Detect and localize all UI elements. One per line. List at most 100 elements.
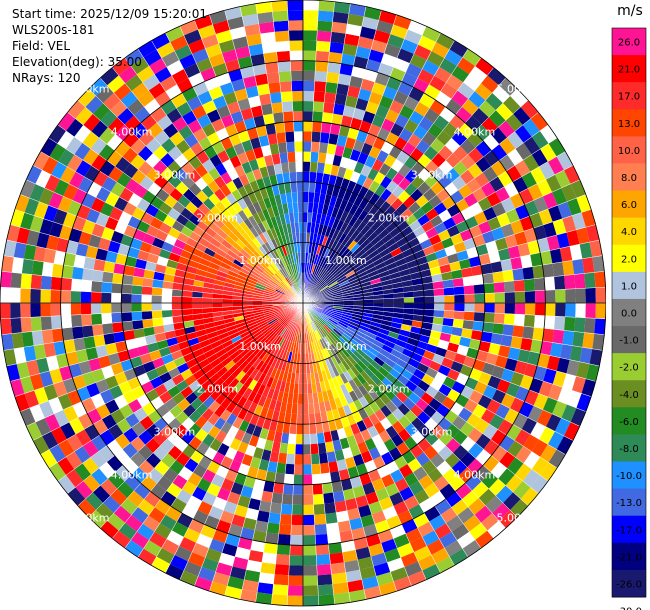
- range-gate: [467, 427, 483, 443]
- range-gate: [208, 425, 221, 439]
- range-gate: [307, 383, 313, 394]
- range-gate: [392, 252, 405, 262]
- range-gate: [234, 472, 247, 486]
- range-gate: [26, 359, 40, 377]
- colorbar-cell: [612, 353, 646, 381]
- range-gate: [335, 219, 345, 232]
- range-gate: [224, 469, 238, 483]
- range-gate: [491, 365, 505, 380]
- range-gate: [377, 212, 389, 225]
- range-gate: [372, 257, 384, 267]
- range-gate: [303, 373, 308, 384]
- range-gate: [253, 478, 266, 491]
- range-gate: [571, 376, 586, 394]
- range-gate: [46, 355, 60, 371]
- range-gate: [592, 255, 605, 273]
- range-gate: [380, 417, 393, 431]
- colorbar-tick-label: 2.0: [621, 254, 637, 265]
- range-gate: [292, 111, 303, 122]
- range-gate: [269, 420, 278, 432]
- ray-separator: [302, 302, 566, 455]
- range-gate: [215, 247, 227, 258]
- range-gate: [381, 53, 398, 68]
- range-gate: [208, 335, 220, 345]
- range-gate: [303, 595, 319, 606]
- range-gate: [523, 363, 538, 378]
- range-gate: [462, 276, 474, 287]
- colorbar-cell: [612, 434, 646, 463]
- range-gate: [233, 142, 246, 156]
- range-gate: [263, 269, 273, 278]
- range-gate: [284, 266, 291, 276]
- range-gate: [310, 309, 319, 318]
- range-gate: [39, 218, 54, 236]
- range-gate: [460, 138, 476, 155]
- range-gate: [178, 125, 193, 140]
- range-gate: [411, 277, 423, 286]
- range-gate: [252, 63, 267, 76]
- range-gate: [245, 149, 257, 162]
- range-gate: [453, 352, 467, 365]
- range-gate: [33, 344, 47, 360]
- range-gate: [234, 504, 249, 518]
- range-gate: [529, 377, 544, 394]
- range-gate: [237, 56, 253, 69]
- range-gate: [411, 417, 425, 431]
- range-gate: [114, 449, 131, 466]
- range-gate: [385, 167, 398, 181]
- range-gate: [498, 468, 515, 486]
- range-gate: [252, 381, 262, 393]
- range-gate: [339, 395, 349, 407]
- range-gate: [389, 100, 404, 115]
- range-gate: [291, 90, 303, 102]
- range-gate: [272, 298, 284, 301]
- range-gate: [90, 291, 102, 303]
- range-gate: [333, 592, 351, 605]
- range-gate: [263, 197, 272, 209]
- range-gate: [181, 480, 197, 496]
- range-gate: [337, 321, 348, 329]
- range-gate: [321, 337, 329, 348]
- range-gate: [450, 233, 464, 246]
- range-gate: [276, 390, 285, 402]
- range-gate: [412, 284, 424, 292]
- range-gate: [307, 263, 312, 274]
- range-gate: [318, 360, 325, 372]
- range-gate: [312, 331, 318, 342]
- range-gate: [284, 233, 291, 245]
- range-gate: [514, 159, 531, 177]
- range-gate: [286, 141, 296, 153]
- range-gate: [287, 443, 296, 455]
- range-gate: [522, 118, 540, 137]
- range-gate: [332, 439, 343, 452]
- range-gate: [263, 542, 278, 555]
- range-gate: [232, 353, 243, 364]
- range-gate: [130, 436, 146, 452]
- ring-label: 1.00km: [325, 340, 367, 353]
- range-gate: [282, 483, 294, 495]
- range-gate: [188, 182, 202, 196]
- range-gate: [339, 280, 350, 287]
- range-gate: [331, 387, 340, 400]
- range-gate: [48, 397, 64, 414]
- range-gate: [454, 294, 465, 303]
- range-gate: [81, 279, 93, 292]
- range-gate: [205, 210, 218, 222]
- range-gate: [393, 533, 410, 549]
- range-gate: [177, 194, 191, 208]
- range-gate: [248, 341, 258, 351]
- range-gate: [280, 256, 287, 267]
- range-gate: [534, 315, 546, 329]
- range-gate: [110, 362, 124, 376]
- range-gate: [507, 148, 524, 166]
- range-gate: [61, 265, 74, 279]
- range-gate: [192, 369, 205, 381]
- range-gate: [523, 228, 538, 243]
- range-gate: [428, 194, 442, 209]
- range-gate: [505, 474, 523, 493]
- range-gate: [101, 176, 117, 192]
- range-gate: [188, 380, 201, 392]
- range-gate: [474, 172, 490, 188]
- range-gate: [337, 520, 352, 533]
- range-gate: [280, 281, 289, 290]
